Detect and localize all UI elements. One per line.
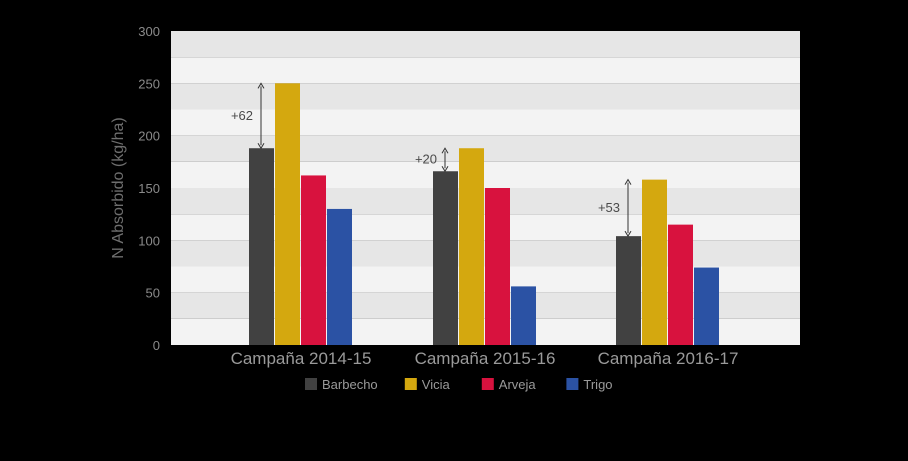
difference-annotations: +62 +20 +53 [231,82,632,238]
grid-band [171,83,800,110]
grid-band [171,31,800,58]
bar-trigo-2 [511,286,536,345]
legend-item-arveja: Arveja [481,377,537,392]
x-category-label: Campaña 2016-17 [598,349,739,368]
difference-label: +53 [598,200,620,215]
y-axis-label: N Absorbido (kg/ha) [110,117,127,258]
bar-vicia-3 [642,179,667,345]
bar-arveja-3 [668,224,693,345]
legend-swatch [566,378,579,390]
difference-arrow: +53 [598,178,632,238]
bar-barbecho-1 [249,148,274,345]
legend-label: Trigo [583,377,612,392]
difference-arrow: +62 [231,82,265,150]
legend-swatch [305,378,317,390]
bar-trigo-1 [327,208,352,345]
y-axis-ticks: 0 50 100 150 200 250 300 [138,24,160,353]
y-tick-label: 300 [138,24,160,39]
x-axis-categories: Campaña 2014-15 Campaña 2015-16 Campaña 20… [231,349,739,368]
arrow-head-up [441,147,449,154]
bar-vicia-2 [459,148,484,345]
legend-label: Arveja [499,377,537,392]
arrow-head-down [257,142,265,150]
legend-item-barbecho: Barbecho [305,377,378,392]
bar-barbecho-2 [433,171,458,345]
bar-arveja-1 [301,175,326,345]
arrow-head-down [624,230,632,238]
y-tick-label: 0 [153,338,160,353]
y-tick-label: 250 [138,76,160,91]
bar-barbecho-3 [616,236,641,345]
arrow-head-up [624,178,632,185]
x-category-label: Campaña 2015-16 [415,349,556,368]
y-tick-label: 200 [138,129,160,144]
legend-item-vicia: Vicia [404,377,451,392]
legend-label: Vicia [422,377,451,392]
legend-swatch [481,378,494,390]
arrow-head-down [441,165,449,173]
difference-arrow: +20 [415,147,449,173]
legend: Barbecho Vicia Arveja Trigo [305,377,613,392]
bar-trigo-3 [694,267,719,345]
difference-label: +62 [231,108,253,123]
legend-label: Barbecho [322,377,378,392]
bar-arveja-2 [485,188,510,345]
legend-swatch [404,378,417,390]
y-tick-label: 150 [138,181,160,196]
bar-vicia-1 [275,83,300,345]
x-category-label: Campaña 2014-15 [231,349,372,368]
y-tick-label: 100 [138,233,160,248]
arrow-head-up [257,82,265,89]
bar-marks [249,83,719,345]
grid-band [171,57,800,84]
grid-band [171,109,800,136]
legend-item-trigo: Trigo [566,377,613,392]
y-tick-label: 50 [146,286,160,301]
difference-label: +20 [415,152,437,167]
